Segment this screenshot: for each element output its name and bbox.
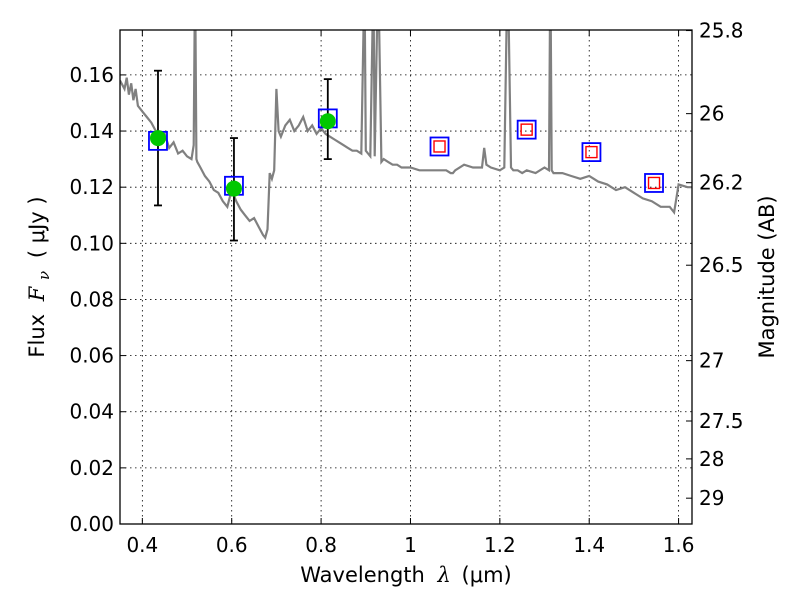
y2-tick-label: 26.5 bbox=[699, 253, 744, 277]
x-axis-ticks: 0.4 0.6 0.8 1 1.2 1.4 1.6 bbox=[126, 30, 695, 557]
predicted-flux-marker bbox=[520, 123, 533, 136]
y-axis-label-unit: ( μJy ) bbox=[25, 196, 49, 258]
y2-tick-label: 27 bbox=[699, 349, 724, 373]
model-band-marker bbox=[581, 142, 602, 162]
predicted-flux-marker bbox=[433, 140, 446, 153]
x-tick-label: 0.8 bbox=[305, 533, 337, 557]
x-tick-label: 0.4 bbox=[126, 533, 158, 557]
model-spectrum-line bbox=[120, 30, 692, 241]
y2-tick-label: 28 bbox=[699, 447, 724, 471]
model-band-marker bbox=[516, 119, 537, 140]
predicted-flux-marker bbox=[585, 145, 598, 159]
plot-frame bbox=[119, 29, 693, 525]
y2-axis-label: Magnitude (AB) bbox=[755, 195, 779, 358]
y-tick-label: 0.00 bbox=[69, 512, 114, 536]
x-axis-label: Wavelength λ (μm) bbox=[300, 563, 511, 587]
observed-flux-point bbox=[225, 180, 242, 197]
grid bbox=[120, 30, 692, 525]
y-tick-label: 0.02 bbox=[69, 456, 114, 480]
y-axis-label-text: Flux bbox=[25, 314, 49, 358]
observed-flux-point bbox=[149, 130, 166, 147]
y-axis-label: Flux F ν ( μJy ) bbox=[25, 196, 54, 357]
y-tick-label: 0.08 bbox=[69, 287, 114, 311]
y-axis-label-subscript: ν bbox=[35, 271, 53, 280]
y-tick-label: 0.10 bbox=[69, 231, 114, 255]
y2-tick-label: 25.8 bbox=[699, 19, 744, 43]
x-axis-label-text: Wavelength bbox=[300, 563, 425, 587]
x-axis-label-unit: (μm) bbox=[462, 563, 512, 587]
x-axis-label-symbol: λ bbox=[437, 563, 451, 587]
predicted-flux-marker bbox=[647, 176, 661, 190]
observed-errorbars bbox=[153, 69, 332, 242]
x-tick-label: 1.2 bbox=[484, 533, 516, 557]
y-tick-label: 0.14 bbox=[69, 119, 114, 143]
y-tick-label: 0.16 bbox=[69, 63, 114, 87]
model-band-marker bbox=[429, 136, 450, 157]
x-tick-label: 1.6 bbox=[663, 533, 695, 557]
y-tick-label: 0.06 bbox=[69, 344, 114, 368]
y2-axis-ticks: 25.8 26 26.2 26.5 27 27.5 28 29 bbox=[686, 19, 744, 510]
model-band-marker bbox=[644, 173, 664, 193]
y2-tick-label: 26 bbox=[699, 102, 724, 126]
photometry-markers bbox=[148, 108, 664, 197]
y2-tick-label: 26.2 bbox=[699, 171, 744, 195]
x-tick-label: 0.6 bbox=[216, 533, 248, 557]
x-tick-label: 1 bbox=[404, 533, 417, 557]
observed-flux-point bbox=[319, 113, 336, 130]
y-tick-label: 0.04 bbox=[69, 400, 114, 424]
y-tick-label: 0.12 bbox=[69, 175, 114, 199]
y2-tick-label: 29 bbox=[699, 486, 724, 510]
x-tick-label: 1.4 bbox=[573, 533, 605, 557]
y-axis-label-symbol: F bbox=[25, 285, 49, 302]
y2-tick-label: 27.5 bbox=[699, 409, 744, 433]
y-axis-ticks: 0.00 0.02 0.04 0.06 0.08 0.10 0.12 0.14 0.16 bbox=[69, 63, 126, 536]
